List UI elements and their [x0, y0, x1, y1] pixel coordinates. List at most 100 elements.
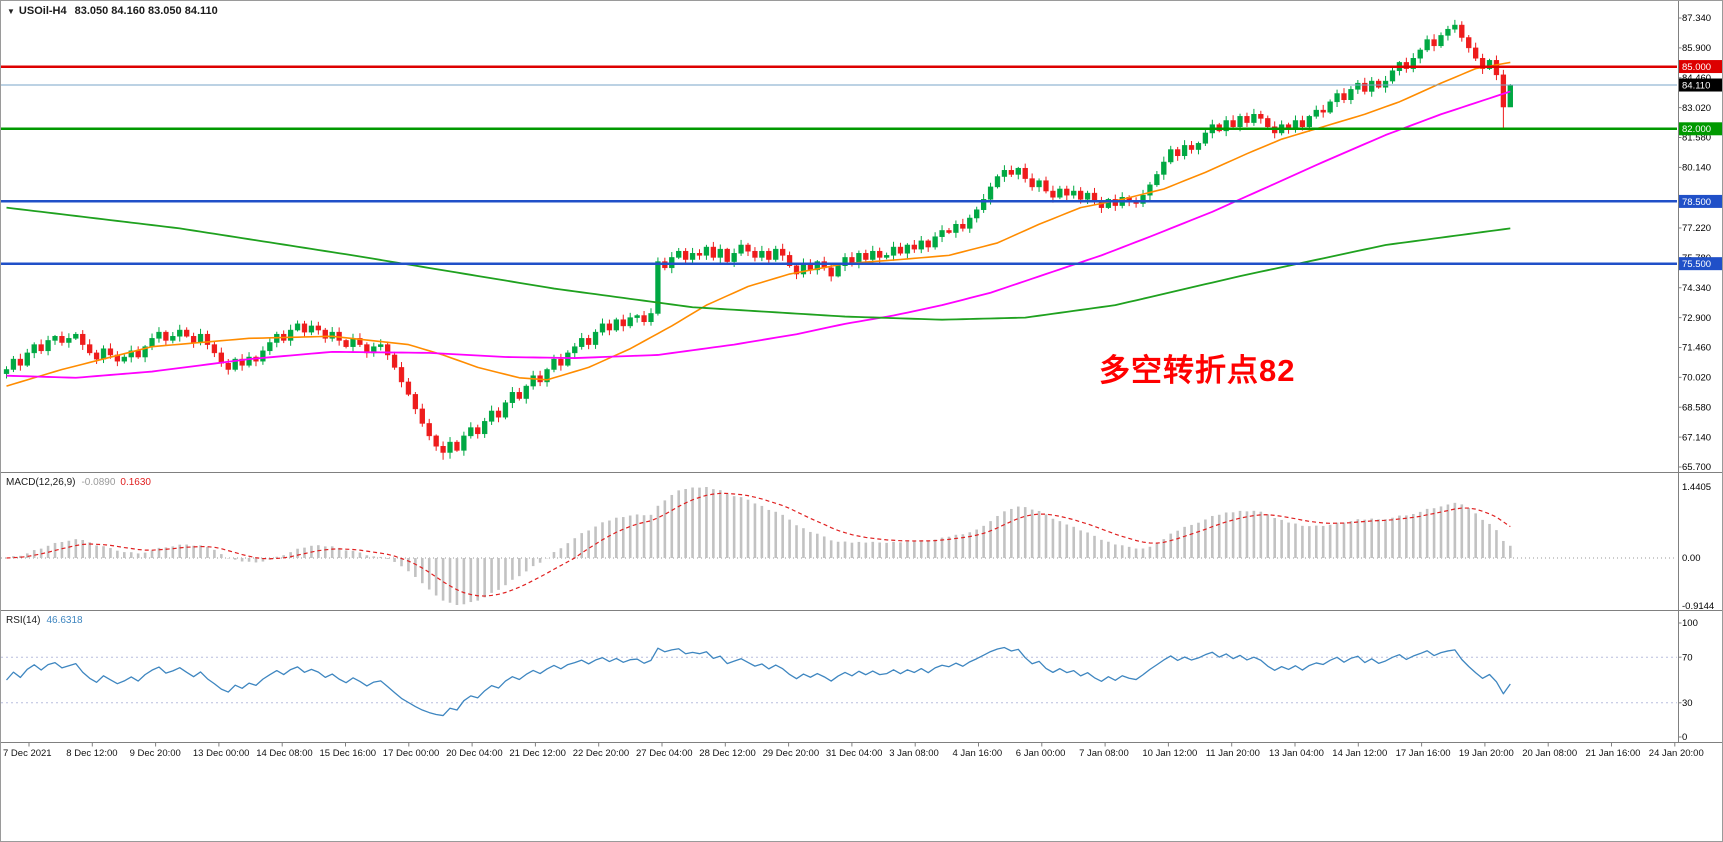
candle-body [1050, 190, 1056, 198]
time-label: 14 Jan 12:00 [1332, 748, 1387, 759]
time-scale[interactable]: 7 Dec 2021 8 Dec 12:00 9 Dec 20:00 13 Dec 0… [1, 742, 1723, 760]
candle-body [190, 336, 197, 343]
candle-body [343, 340, 349, 347]
candle-body [967, 217, 973, 229]
candle-body [1375, 80, 1382, 88]
candle-body [1265, 118, 1271, 127]
candle-body [890, 246, 897, 256]
candle-body [1500, 74, 1507, 108]
candle-body [766, 250, 772, 260]
time-label: 9 Dec 20:00 [130, 748, 181, 759]
macd-signal-value: 0.1630 [120, 477, 151, 488]
candle-body [267, 342, 273, 352]
candle-body [1292, 120, 1299, 130]
candle-body [793, 265, 800, 275]
candle-body [1223, 120, 1229, 132]
candle-body [1507, 84, 1513, 108]
candle-body [482, 421, 488, 435]
candle-body [246, 356, 252, 366]
price-tick-label: 70.020 [1682, 373, 1711, 384]
candle-body [419, 408, 425, 424]
time-label: 8 Dec 12:00 [66, 748, 117, 759]
candle-body [773, 248, 779, 260]
ma-mid-magenta [6, 90, 1511, 379]
macd-indicator-label: MACD(12,26,9) -0.0890 0.1630 [6, 477, 151, 488]
candle-body [45, 340, 51, 352]
pane-separators [1, 472, 1722, 611]
candle-body [329, 331, 335, 339]
candle-body [1188, 145, 1195, 150]
macd-axis-label: 1.4405 [1682, 482, 1711, 493]
candle-body [717, 248, 723, 258]
candle-body [385, 344, 391, 356]
price-tick-label: 80.140 [1682, 163, 1711, 174]
candle-body [184, 329, 190, 337]
time-label: 11 Jan 20:00 [1206, 748, 1260, 759]
candle-body [1036, 180, 1042, 188]
time-label: 28 Dec 12:00 [699, 748, 756, 759]
time-label: 10 Jan 12:00 [1142, 748, 1197, 759]
candle-body [204, 333, 211, 345]
candle-body [932, 236, 938, 248]
price-flag-label: 82.000 [1682, 124, 1711, 135]
time-label: 3 Jan 08:00 [889, 748, 939, 759]
price-tick-label: 65.700 [1682, 462, 1711, 473]
candle-body [1147, 184, 1153, 196]
candle-body [648, 313, 654, 323]
candle-body [877, 250, 883, 258]
candle-body [558, 358, 564, 366]
rsi-indicator-label: RSI(14) 46.6318 [6, 615, 83, 626]
rsi-axis-label: 0 [1682, 732, 1687, 743]
chevron-down-icon[interactable]: ▼ [7, 7, 15, 16]
price-tick-label: 71.460 [1682, 343, 1711, 354]
price-tick-label: 77.220 [1682, 223, 1711, 234]
candle-body [724, 248, 730, 262]
candle-body [710, 246, 717, 258]
price-flag-label: 75.500 [1682, 259, 1711, 270]
candle-body [738, 244, 744, 254]
macd-axis-label: 0.00 [1682, 553, 1701, 564]
candle-body [24, 352, 30, 366]
price-scale[interactable]: 87.340 85.900 84.460 83.020 81.580 80.140 77.2… [1678, 1, 1723, 743]
candle-body [1230, 120, 1236, 127]
candle-body [294, 323, 301, 331]
time-label: 20 Jan 08:00 [1522, 748, 1577, 759]
candle-body [475, 427, 481, 435]
candle-body [488, 410, 495, 422]
horizontal-price-lines[interactable] [1, 65, 1677, 265]
candle-body [1001, 170, 1008, 177]
candle-body [31, 344, 37, 354]
candle-body [502, 402, 509, 418]
candle-body [405, 381, 412, 395]
price-tick-label: 67.140 [1682, 432, 1711, 443]
candle-body [1445, 28, 1451, 36]
time-label: 6 Jan 00:00 [1016, 748, 1066, 759]
candle-body [1438, 35, 1444, 47]
price-tick-label: 85.900 [1682, 43, 1711, 54]
time-label: 22 Dec 20:00 [573, 748, 630, 759]
candle-body [939, 230, 945, 237]
candle-body [1015, 167, 1021, 175]
candle-body [953, 223, 959, 233]
candle-body [1043, 180, 1049, 192]
time-label: 29 Dec 20:00 [763, 748, 820, 759]
price-tick-label: 74.340 [1682, 283, 1711, 294]
candle-body [225, 363, 231, 370]
candle-body [606, 323, 613, 331]
candle-body [1168, 149, 1174, 163]
candle-body [121, 356, 127, 362]
candle-body [911, 244, 917, 250]
price-flag-82.000 [1679, 122, 1722, 136]
candle-body [1348, 89, 1354, 100]
candle-body [1078, 190, 1084, 200]
candle-body [835, 265, 841, 277]
candle-body [454, 441, 460, 451]
candle-body [128, 350, 134, 358]
rsi-axis-label: 30 [1682, 698, 1693, 709]
candle-body [197, 333, 204, 343]
chart-text-annotation[interactable]: 多空转折点82 [1099, 353, 1296, 388]
candle-body [211, 344, 218, 354]
candle-body [1369, 80, 1375, 92]
